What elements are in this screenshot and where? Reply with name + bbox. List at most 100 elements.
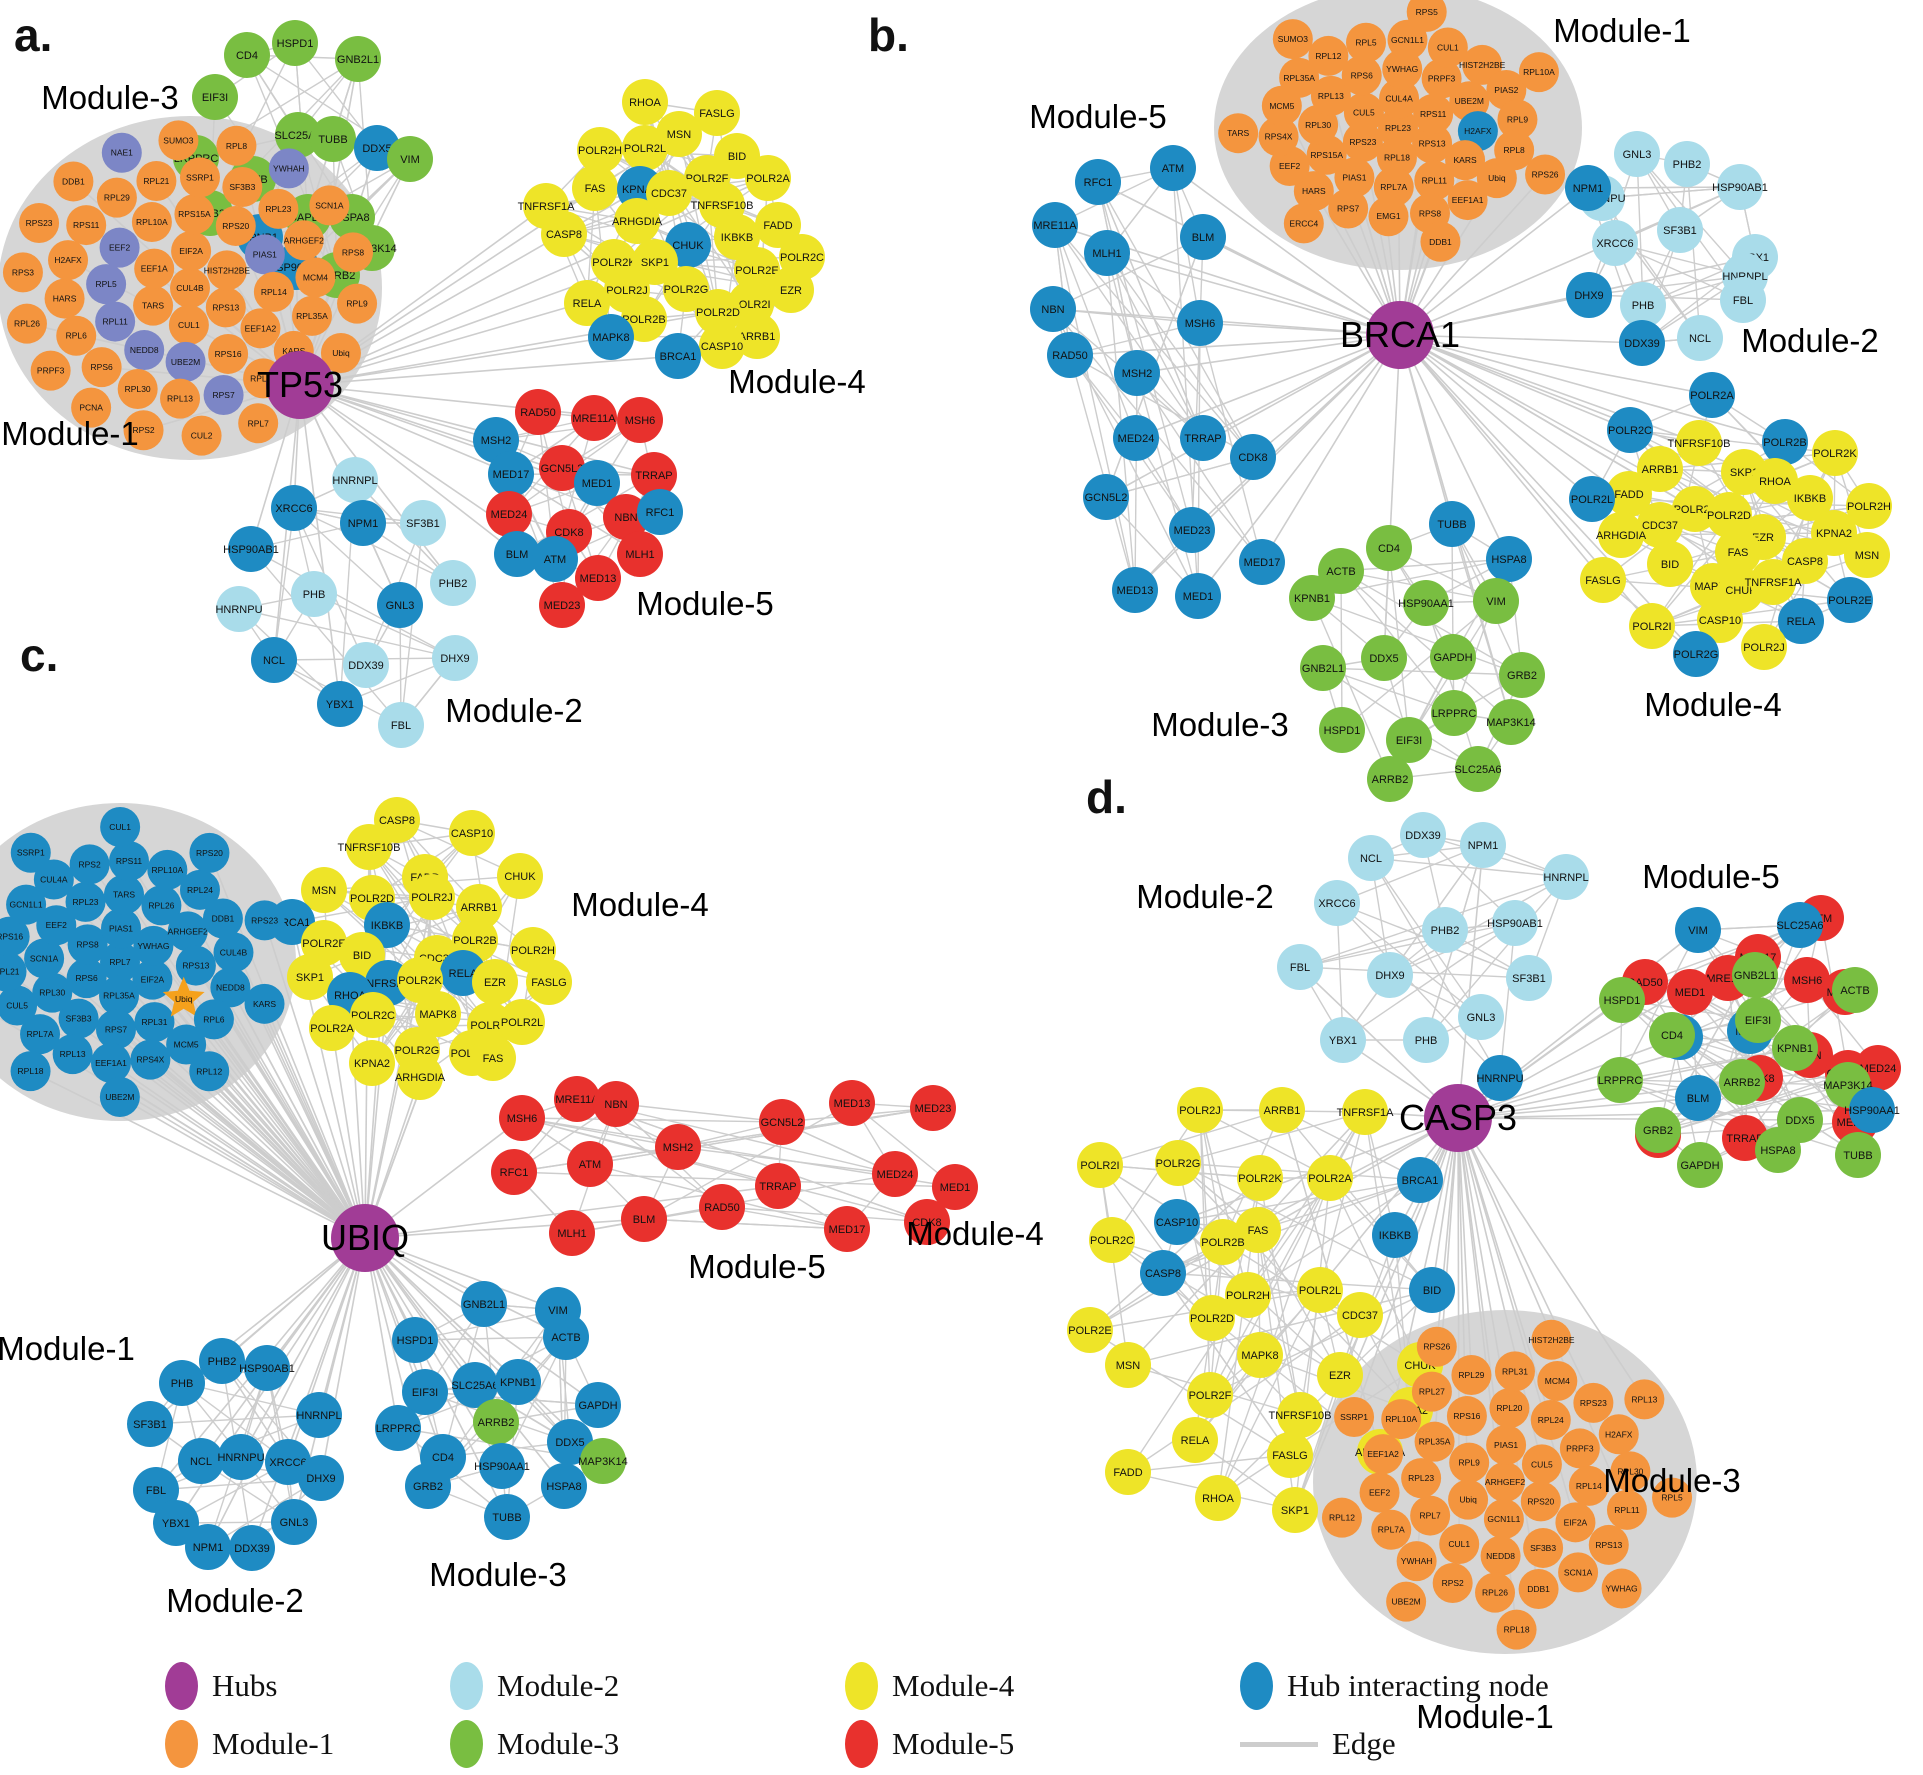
node-ARRB2[interactable]: ARRB2 (1367, 756, 1413, 802)
node-POLR2G[interactable]: POLR2G (1673, 631, 1719, 677)
node-CASP8[interactable]: CASP8 (541, 211, 587, 257)
node-POLR2A[interactable]: POLR2A (1307, 1155, 1353, 1201)
node-LRPPRC[interactable]: LRPPRC (375, 1405, 421, 1451)
node-POLR2A[interactable]: POLR2A (309, 1005, 355, 1051)
node-RPS3[interactable]: RPS3 (2, 252, 43, 293)
node-NEDD8[interactable]: NEDD8 (1480, 1535, 1521, 1576)
node-Ubiq[interactable]: Ubiq (320, 332, 361, 373)
node-RPL35A[interactable]: RPL35A (291, 295, 332, 336)
node-PHB[interactable]: PHB (1403, 1017, 1449, 1063)
node-DDX39[interactable]: DDX39 (229, 1525, 275, 1571)
node-HIST2H2BE[interactable]: HIST2H2BE (204, 250, 251, 291)
node-RPL13[interactable]: RPL13 (160, 378, 201, 419)
node-EIF3I[interactable]: EIF3I (402, 1369, 448, 1415)
node-TRRAP[interactable]: TRRAP (755, 1163, 801, 1209)
node-RPL7[interactable]: RPL7 (100, 942, 140, 982)
node-HNRNPU[interactable]: HNRNPU (1476, 1055, 1524, 1101)
node-EEF1A1[interactable]: EEF1A1 (90, 1042, 131, 1083)
node-CDC37[interactable]: CDC37 (1337, 1292, 1383, 1338)
node-HSP90AB1[interactable]: HSP90AB1 (223, 526, 279, 572)
node-POLR2K[interactable]: POLR2K (1812, 430, 1858, 476)
node-TRRAP[interactable]: TRRAP (631, 452, 677, 498)
node-RPL5[interactable]: RPL5 (86, 264, 127, 305)
node-SKP1[interactable]: SKP1 (632, 239, 678, 285)
node-EZR[interactable]: EZR (1317, 1352, 1363, 1398)
node-GAPDH[interactable]: GAPDH (575, 1382, 621, 1428)
node-HSP90AA1[interactable]: HSP90AA1 (1398, 580, 1454, 626)
node-ACTB[interactable]: ACTB (543, 1314, 589, 1360)
node-ATM[interactable]: ATM (532, 536, 578, 582)
node-KPNB1[interactable]: KPNB1 (1289, 575, 1335, 621)
node-HSPA8[interactable]: HSPA8 (1755, 1127, 1801, 1173)
node-CASP10[interactable]: CASP10 (1154, 1199, 1200, 1245)
node-RPL9[interactable]: RPL9 (1497, 99, 1538, 140)
node-POLR2J[interactable]: POLR2J (1741, 624, 1787, 670)
node-RPS4X[interactable]: RPS4X (130, 1039, 171, 1080)
node-RPL27[interactable]: RPL27 (1411, 1371, 1452, 1412)
node-RPL10A[interactable]: RPL10A (1381, 1399, 1422, 1440)
node-TNFRSF10B[interactable]: TNFRSF10B (1668, 420, 1731, 466)
node-DDB1[interactable]: DDB1 (1420, 221, 1461, 262)
node-SLC25A6[interactable]: SLC25A6 (451, 1362, 499, 1408)
node-LRPPRC[interactable]: LRPPRC (1431, 690, 1477, 736)
node-CUL1[interactable]: CUL1 (1439, 1524, 1480, 1565)
node-RPL23[interactable]: RPL23 (258, 188, 299, 229)
node-RPL26[interactable]: RPL26 (6, 303, 47, 344)
node-PIAS1[interactable]: PIAS1 (1486, 1425, 1527, 1466)
node-POLR2G[interactable]: POLR2G (663, 266, 709, 312)
node-HNRNPL[interactable]: HNRNPL (1543, 854, 1589, 900)
node-FASLG[interactable]: FASLG (1580, 557, 1626, 603)
node-HSP90AB1[interactable]: HSP90AB1 (239, 1345, 295, 1391)
node-RPL13[interactable]: RPL13 (1624, 1379, 1665, 1420)
node-SCN1A[interactable]: SCN1A (1558, 1552, 1599, 1593)
node-RPS5[interactable]: RPS5 (1406, 0, 1447, 32)
node-PHB2[interactable]: PHB2 (1664, 141, 1710, 187)
hub-node-BRCA1[interactable]: BRCA1 (1340, 301, 1460, 369)
node-PRPF3[interactable]: PRPF3 (1421, 58, 1462, 99)
node-RPL30[interactable]: RPL30 (1610, 1451, 1651, 1492)
node-SF3B1[interactable]: SF3B1 (400, 500, 446, 546)
node-HSP90AA1[interactable]: HSP90AA1 (1844, 1087, 1900, 1133)
node-POLR2C[interactable]: POLR2C (1089, 1217, 1135, 1263)
node-IKBKB[interactable]: IKBKB (714, 214, 760, 260)
node-RPL7A[interactable]: RPL7A (20, 1014, 61, 1055)
node-NBN[interactable]: NBN (603, 494, 649, 540)
node-EIF3I[interactable]: EIF3I (1386, 717, 1432, 763)
node-RHOA[interactable]: RHOA (1752, 458, 1798, 504)
node-RPL26[interactable]: RPL26 (1475, 1572, 1516, 1613)
node-RPL7A[interactable]: RPL7A (1371, 1509, 1412, 1550)
node-TRRAP[interactable]: TRRAP (1180, 415, 1226, 461)
node-KPNB1[interactable]: KPNB1 (495, 1359, 541, 1405)
node-POLR2L[interactable]: POLR2L (622, 125, 668, 171)
node-XRCC6[interactable]: XRCC6 (1314, 880, 1360, 926)
node-NPM1[interactable]: NPM1 (1460, 822, 1506, 868)
node-SF3B3[interactable]: SF3B3 (58, 998, 99, 1039)
node-RPL24[interactable]: RPL24 (1530, 1399, 1571, 1440)
node-CUL4B[interactable]: CUL4B (170, 268, 210, 308)
node-MAPK8[interactable]: MAPK8 (415, 991, 461, 1037)
node-POLR2F[interactable]: POLR2F (1187, 1372, 1233, 1418)
node-RPS11[interactable]: RPS11 (109, 841, 150, 882)
node-FAS[interactable]: FAS (470, 1035, 516, 1081)
node-POLR2K[interactable]: POLR2K (397, 957, 443, 1003)
node-DDX5[interactable]: DDX5 (1361, 635, 1407, 681)
node-POLR2L[interactable]: POLR2L (499, 999, 545, 1045)
node-MED1[interactable]: MED1 (932, 1164, 978, 1210)
node-MAPK8[interactable]: MAPK8 (1237, 1332, 1283, 1378)
node-SKP1[interactable]: SKP1 (1272, 1487, 1318, 1533)
node-HSPA8[interactable]: HSPA8 (541, 1463, 587, 1509)
node-TUBB[interactable]: TUBB (1835, 1132, 1881, 1178)
node-POLR2J[interactable]: POLR2J (1177, 1087, 1223, 1133)
node-RPL10A[interactable]: RPL10A (1518, 52, 1559, 93)
node-POLR2E[interactable]: POLR2E (734, 247, 780, 293)
node-TARS[interactable]: TARS (133, 285, 174, 326)
node-PIAS1[interactable]: PIAS1 (1334, 157, 1375, 198)
node-RPL18[interactable]: RPL18 (1376, 137, 1417, 178)
node-MED17[interactable]: MED17 (1239, 539, 1285, 585)
node-POLR2H[interactable]: POLR2H (1225, 1272, 1271, 1318)
node-EZR[interactable]: EZR (472, 959, 518, 1005)
node-LRPPRC[interactable]: LRPPRC (1597, 1057, 1643, 1103)
node-IKBKB[interactable]: IKBKB (1372, 1212, 1418, 1258)
node-DDX39[interactable]: DDX39 (1619, 320, 1665, 366)
node-DDB1[interactable]: DDB1 (202, 898, 243, 939)
